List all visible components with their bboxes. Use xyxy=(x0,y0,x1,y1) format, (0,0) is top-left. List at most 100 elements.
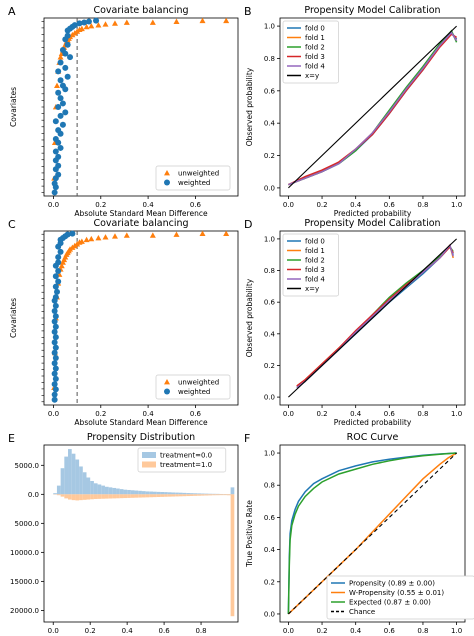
hist-bar-treatment-1 xyxy=(164,494,168,497)
hist-bar-treatment-0 xyxy=(134,490,139,495)
hist-bar-treatment-1 xyxy=(149,494,154,498)
hist-bar-treatment-0 xyxy=(182,492,187,495)
legend-label: fold 4 xyxy=(305,276,325,284)
hist-bar-treatment-1 xyxy=(219,494,224,496)
x-axis-label: Predicted probability xyxy=(334,418,412,427)
weighted-point xyxy=(51,189,58,196)
hist-bar-treatment-1 xyxy=(108,494,113,499)
legend-label: fold 3 xyxy=(305,53,325,61)
y-tick-label: 0.2 xyxy=(264,152,275,160)
chart-title: Covariate balancing xyxy=(93,218,188,229)
x-tick-label: 0.4 xyxy=(143,201,155,209)
unweighted-point xyxy=(199,17,206,24)
hist-bar-treatment-1 xyxy=(97,494,102,499)
hist-bar-treatment-1 xyxy=(112,494,117,499)
y-tick-label: 0.0 xyxy=(28,491,39,499)
y-tick-label: 15000.0 xyxy=(10,578,39,586)
legend-marker xyxy=(142,452,156,458)
unweighted-point xyxy=(123,232,130,238)
x-axis-label: Predicted probability xyxy=(334,209,412,218)
y-axis-label: Covariates xyxy=(9,87,18,127)
weighted-point xyxy=(55,139,62,146)
legend-label: Chance xyxy=(349,608,375,616)
hist-bar-treatment-0 xyxy=(212,493,216,495)
y-tick-label: 0.0 xyxy=(264,394,275,402)
x-tick-label: 0.6 xyxy=(190,410,202,418)
legend-label: Expected (0.87 ± 0.00) xyxy=(349,599,431,607)
weighted-point xyxy=(52,334,59,341)
weighted-point xyxy=(52,175,59,182)
weighted-point xyxy=(57,77,64,84)
hist-bar-treatment-1 xyxy=(64,494,69,499)
x-tick-label: 0.6 xyxy=(384,627,396,635)
y-tick-label: 5000.0 xyxy=(15,462,40,470)
unweighted-point xyxy=(83,236,90,243)
y-tick-label: 0.8 xyxy=(264,482,275,490)
hist-bar-treatment-0 xyxy=(68,449,72,495)
x-axis-label: Absolute Standard Mean Difference xyxy=(74,209,208,218)
hist-bar-treatment-1 xyxy=(123,494,128,499)
hist-bar-treatment-1 xyxy=(82,494,87,500)
hist-bar-treatment-0 xyxy=(171,492,176,495)
hist-bar-treatment-0 xyxy=(119,489,124,495)
y-tick-label: 0.0 xyxy=(264,610,275,618)
hist-bar-treatment-0 xyxy=(167,492,172,495)
hist-bar-treatment-0 xyxy=(164,492,168,495)
hist-bar-treatment-1 xyxy=(79,494,83,501)
weighted-point xyxy=(67,54,74,61)
unweighted-point xyxy=(199,230,206,237)
hist-bar-treatment-1 xyxy=(178,494,183,497)
legend-label: fold 4 xyxy=(305,63,325,71)
hist-bar-treatment-0 xyxy=(93,483,98,495)
legend-marker xyxy=(164,388,170,395)
weighted-point xyxy=(59,121,66,128)
weighted-point xyxy=(52,148,59,155)
hist-bar-treatment-0 xyxy=(75,459,80,495)
x-tick-label: 0.4 xyxy=(350,201,362,209)
weighted-point xyxy=(69,230,76,237)
y-tick-label: 0.8 xyxy=(264,267,275,275)
unweighted-point xyxy=(88,235,95,242)
hist-bar-treatment-1 xyxy=(71,494,76,501)
weighted-point xyxy=(52,283,59,290)
hist-bar-treatment-1 xyxy=(197,494,202,496)
hist-bar-treatment-0 xyxy=(71,453,76,495)
x-tick-label: 0.2 xyxy=(316,410,327,418)
hist-bar-treatment-0 xyxy=(230,487,235,495)
hist-bar-treatment-1 xyxy=(212,494,216,496)
hist-bar-treatment-0 xyxy=(108,487,113,495)
unweighted-point xyxy=(58,262,65,269)
hist-bar-treatment-1 xyxy=(56,494,61,496)
weighted-point xyxy=(55,268,62,275)
legend-label: fold 1 xyxy=(305,247,325,255)
legend-box xyxy=(155,165,231,191)
hist-bar-treatment-1 xyxy=(141,494,146,498)
weighted-point xyxy=(62,50,69,57)
weighted-point xyxy=(64,27,71,34)
hist-bar-treatment-1 xyxy=(127,494,131,498)
series-line-4 xyxy=(288,31,458,186)
hist-bar-treatment-0 xyxy=(193,493,198,495)
hist-bar-treatment-0 xyxy=(189,493,194,495)
series-line-2 xyxy=(287,452,457,615)
legend-marker xyxy=(164,379,170,385)
legend-label: x=y xyxy=(305,72,319,80)
legend-label: fold 0 xyxy=(305,25,325,33)
x-tick-label: 0.0 xyxy=(283,410,294,418)
weighted-point xyxy=(57,95,64,102)
weighted-point xyxy=(52,262,59,269)
hist-bar-treatment-0 xyxy=(82,472,87,495)
unweighted-point xyxy=(95,234,102,241)
hist-bar-treatment-1 xyxy=(193,494,198,496)
x-tick-label: 1.0 xyxy=(451,627,462,635)
series-line-1 xyxy=(287,452,457,615)
hist-bar-treatment-0 xyxy=(90,480,94,495)
weighted-point xyxy=(55,89,62,96)
y-tick-label: 0.2 xyxy=(264,578,275,586)
weighted-point xyxy=(62,86,69,93)
series-line-3 xyxy=(288,33,457,186)
weighted-point xyxy=(93,17,100,24)
hist-bar-treatment-1 xyxy=(208,494,213,496)
x-tick-label: 1.0 xyxy=(451,410,462,418)
x-tick-label: 0.0 xyxy=(48,201,59,209)
